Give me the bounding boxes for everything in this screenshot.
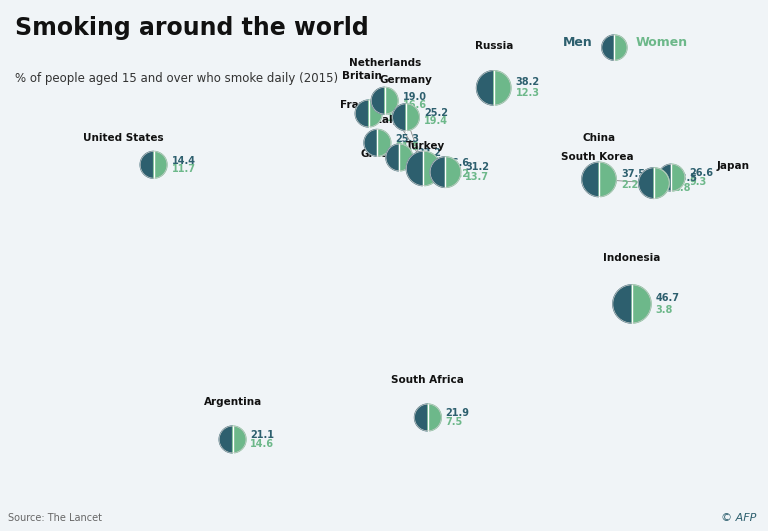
Circle shape bbox=[415, 404, 442, 431]
Circle shape bbox=[430, 157, 461, 187]
Text: 14.4: 14.4 bbox=[171, 156, 195, 166]
Circle shape bbox=[658, 164, 685, 191]
Text: 19.9: 19.9 bbox=[386, 104, 410, 114]
Text: Source: The Lancet: Source: The Lancet bbox=[8, 513, 101, 523]
Polygon shape bbox=[141, 151, 154, 178]
Text: 21.9: 21.9 bbox=[445, 408, 470, 418]
Circle shape bbox=[582, 162, 616, 196]
Text: 33.5: 33.5 bbox=[674, 173, 698, 183]
Text: 16.6: 16.6 bbox=[402, 100, 426, 110]
Text: 19.0: 19.0 bbox=[402, 91, 426, 101]
Text: France: France bbox=[340, 100, 379, 110]
Text: 37.5: 37.5 bbox=[621, 169, 645, 179]
Text: 23.2: 23.2 bbox=[417, 148, 441, 158]
Text: 7.5: 7.5 bbox=[445, 417, 463, 427]
Text: 2.2: 2.2 bbox=[621, 180, 638, 190]
Polygon shape bbox=[386, 144, 399, 171]
Polygon shape bbox=[639, 168, 654, 199]
Polygon shape bbox=[602, 35, 614, 60]
Text: 21.5: 21.5 bbox=[396, 142, 419, 152]
Circle shape bbox=[392, 104, 419, 131]
Polygon shape bbox=[613, 285, 632, 323]
Polygon shape bbox=[476, 71, 494, 105]
Circle shape bbox=[356, 100, 382, 127]
Polygon shape bbox=[219, 426, 233, 453]
Polygon shape bbox=[582, 162, 599, 196]
Text: Italy: Italy bbox=[373, 115, 399, 125]
Text: © AFP: © AFP bbox=[721, 513, 756, 523]
Polygon shape bbox=[364, 130, 377, 156]
Text: 21.1: 21.1 bbox=[250, 430, 274, 440]
Circle shape bbox=[371, 87, 398, 114]
Polygon shape bbox=[406, 151, 423, 186]
Text: 3.8: 3.8 bbox=[656, 305, 674, 315]
Text: 19.4: 19.4 bbox=[424, 116, 448, 126]
Text: 25.3: 25.3 bbox=[396, 134, 419, 143]
Polygon shape bbox=[392, 104, 406, 131]
Circle shape bbox=[219, 426, 246, 453]
Text: United States: United States bbox=[83, 133, 163, 143]
Polygon shape bbox=[369, 100, 382, 127]
Text: South Korea: South Korea bbox=[561, 152, 634, 162]
Polygon shape bbox=[356, 100, 369, 127]
Text: Britain: Britain bbox=[342, 71, 382, 81]
Text: Greece: Greece bbox=[360, 149, 402, 159]
Text: 13.7: 13.7 bbox=[465, 172, 489, 182]
Text: 46.7: 46.7 bbox=[656, 293, 680, 303]
Text: South Africa: South Africa bbox=[392, 375, 465, 385]
Text: % of people aged 15 and over who smoke daily (2015): % of people aged 15 and over who smoke d… bbox=[15, 72, 339, 84]
Text: Indonesia: Indonesia bbox=[604, 253, 660, 263]
Circle shape bbox=[406, 151, 441, 186]
Polygon shape bbox=[371, 87, 385, 114]
Circle shape bbox=[613, 285, 651, 323]
Text: 14.6: 14.6 bbox=[250, 439, 274, 449]
Text: Smoking around the world: Smoking around the world bbox=[15, 16, 369, 40]
Text: Women: Women bbox=[636, 36, 688, 49]
Text: 26.6: 26.6 bbox=[690, 168, 713, 178]
Polygon shape bbox=[494, 71, 511, 105]
Circle shape bbox=[639, 168, 669, 199]
Text: 36.6: 36.6 bbox=[445, 158, 469, 168]
Text: Men: Men bbox=[563, 36, 593, 49]
Text: Russia: Russia bbox=[475, 41, 513, 52]
Text: Japan: Japan bbox=[717, 160, 749, 170]
Text: Netherlands: Netherlands bbox=[349, 58, 421, 68]
Text: 27.2: 27.2 bbox=[445, 169, 469, 179]
Text: Argentina: Argentina bbox=[204, 397, 262, 407]
Polygon shape bbox=[423, 151, 441, 186]
Text: 11.7: 11.7 bbox=[171, 164, 195, 174]
Polygon shape bbox=[671, 164, 685, 191]
Polygon shape bbox=[233, 426, 246, 453]
Text: 18.1: 18.1 bbox=[386, 113, 411, 123]
Polygon shape bbox=[445, 157, 461, 187]
Text: 8.8: 8.8 bbox=[674, 183, 691, 193]
Text: 25.2: 25.2 bbox=[424, 108, 448, 118]
Polygon shape bbox=[654, 168, 669, 199]
Text: 9.3: 9.3 bbox=[690, 177, 707, 187]
Polygon shape bbox=[415, 404, 428, 431]
Polygon shape bbox=[377, 130, 391, 156]
Text: Germany: Germany bbox=[379, 74, 432, 84]
Polygon shape bbox=[430, 157, 445, 187]
Polygon shape bbox=[154, 151, 167, 178]
Polygon shape bbox=[428, 404, 442, 431]
Polygon shape bbox=[614, 35, 627, 60]
Text: 12.3: 12.3 bbox=[515, 88, 540, 98]
Text: 17.1: 17.1 bbox=[417, 157, 441, 167]
Circle shape bbox=[141, 151, 167, 178]
Text: Turkey: Turkey bbox=[406, 141, 445, 151]
Text: China: China bbox=[582, 133, 616, 143]
Polygon shape bbox=[399, 144, 412, 171]
Circle shape bbox=[602, 35, 627, 60]
Polygon shape bbox=[385, 87, 398, 114]
Circle shape bbox=[386, 144, 412, 171]
Text: 38.2: 38.2 bbox=[515, 78, 540, 88]
Circle shape bbox=[364, 130, 391, 156]
Polygon shape bbox=[406, 104, 419, 131]
Circle shape bbox=[476, 71, 511, 105]
Polygon shape bbox=[658, 164, 671, 191]
Polygon shape bbox=[599, 162, 616, 196]
Text: 31.2: 31.2 bbox=[465, 162, 489, 173]
Polygon shape bbox=[632, 285, 651, 323]
